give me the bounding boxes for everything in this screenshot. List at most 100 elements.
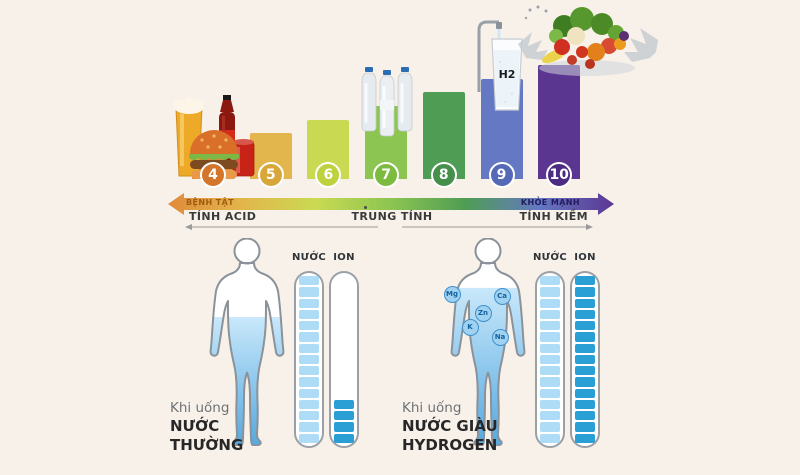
- gauge-segment: [540, 433, 560, 443]
- caption-intro: Khi uống: [170, 400, 230, 416]
- ph-value-badge-6: 6: [315, 162, 342, 188]
- healthy-label: KHỎE MẠNH: [520, 198, 580, 207]
- gauge-segment: [299, 343, 319, 353]
- vegetables-icon: [518, 5, 658, 76]
- gauge-segment: [334, 287, 354, 296]
- gauge-segment: [299, 332, 319, 342]
- gauge-segment: [540, 388, 560, 398]
- water-gauge: [535, 271, 565, 448]
- ion-bubble-zn: Zn: [474, 304, 492, 322]
- gauge-segment: [575, 422, 595, 432]
- body-silhouette-normal-water: [209, 238, 285, 446]
- gauge-segment: [540, 298, 560, 308]
- ph-axis-arrow: [168, 193, 614, 215]
- gauge-segment: [540, 343, 560, 353]
- neutral-zone-label: TRUNG TÍNH: [351, 210, 433, 223]
- gauge-segment: [575, 321, 595, 331]
- gauge-segment: [540, 276, 560, 286]
- gauge-segment: [575, 298, 595, 308]
- gauge-segment: [540, 309, 560, 320]
- faucet-icon: [477, 20, 502, 92]
- ion-bubble-ca: Ca: [493, 287, 511, 305]
- gauge-segment: [334, 377, 354, 386]
- ion-gauge-label: ION: [333, 252, 355, 263]
- gauge-segment: [575, 332, 595, 342]
- soda-can-icon: [232, 139, 255, 177]
- water-bottles-icon: [361, 67, 413, 137]
- gauge-segment: [575, 276, 595, 286]
- caption-name-line2: THƯỜNG: [170, 436, 244, 454]
- ion-gauge-label: ION: [574, 252, 596, 263]
- water-gauge: [294, 271, 324, 448]
- ph-value-badge-7: 7: [373, 162, 400, 188]
- water-gauge-label: NƯỚC: [292, 252, 326, 263]
- water-gauge-label: NƯỚC: [533, 252, 567, 263]
- gauge-segment: [299, 411, 319, 421]
- gauge-segment: [299, 377, 319, 387]
- gauge-segment: [299, 354, 319, 365]
- gauge-segment: [575, 287, 595, 297]
- gauge-segment: [540, 377, 560, 387]
- gauge-segment: [540, 366, 560, 376]
- gauge-segment: [540, 399, 560, 410]
- ph-value-badge-4: 4: [200, 162, 226, 188]
- gauge-segment: [299, 433, 319, 443]
- ph-bar-10: [538, 64, 581, 179]
- gauge-segment: [334, 276, 354, 285]
- ph-value-badge-8: 8: [430, 162, 457, 188]
- gauge-segment: [299, 388, 319, 398]
- alkaline-zone-label: TÍNH KIỀM: [519, 210, 588, 223]
- gauge-segment: [575, 399, 595, 410]
- gauge-segment: [575, 354, 595, 365]
- gauge-segment: [299, 366, 319, 376]
- gauge-segment: [575, 377, 595, 387]
- gauge-segment: [334, 344, 354, 353]
- gauge-segment: [334, 422, 354, 432]
- gauge-segment: [575, 411, 595, 421]
- gauge-segment: [334, 433, 354, 443]
- disease-label: BỆNH TẬT: [186, 198, 235, 207]
- caption-name-line1: NƯỚC GIÀU: [402, 417, 498, 435]
- body-silhouette-hydrogen-water: [450, 238, 526, 446]
- ion-bubble-mg: Mg: [443, 285, 461, 303]
- ion-gauge: [329, 271, 359, 448]
- caption-name-line1: NƯỚC: [170, 417, 220, 435]
- gauge-segment: [575, 388, 595, 398]
- gauge-segment: [540, 332, 560, 342]
- hydrogen-glass-icon: H2: [477, 20, 523, 111]
- gauge-segment: [334, 366, 354, 375]
- gauge-segment: [575, 366, 595, 376]
- gauge-segment: [299, 309, 319, 320]
- gauge-segment: [334, 355, 354, 364]
- normal-water-caption: Khi uống NƯỚC THƯỜNG: [170, 400, 243, 455]
- neutral-marker-dot: [364, 206, 367, 209]
- h2-label: H2: [499, 68, 516, 81]
- gauge-segment: [334, 399, 354, 410]
- hydrogen-water-caption: Khi uống NƯỚC GIÀU HYDROGEN: [402, 400, 498, 455]
- caption-name-line2: HYDROGEN: [402, 436, 498, 454]
- gauge-segment: [575, 433, 595, 443]
- ion-bubble-k: K: [461, 318, 479, 336]
- ph-value-badge-5: 5: [257, 162, 284, 188]
- gauge-segment: [334, 332, 354, 341]
- gauge-segment: [575, 309, 595, 320]
- ph-value-badge-9: 9: [488, 162, 515, 188]
- gauge-segment: [540, 422, 560, 432]
- ion-gauge: [570, 271, 600, 448]
- gauge-segment: [334, 310, 354, 319]
- gauge-segment: [334, 299, 354, 308]
- gauge-segment: [575, 343, 595, 353]
- gauge-segment: [540, 321, 560, 331]
- ph-value-badge-10: 10: [546, 162, 573, 188]
- gauge-segment: [299, 422, 319, 432]
- range-indicator-lines: [185, 224, 593, 230]
- water-splash-icon: [518, 32, 548, 60]
- gauge-segment: [299, 399, 319, 410]
- gauge-segment: [299, 321, 319, 331]
- caption-intro: Khi uống: [402, 400, 462, 416]
- gauge-segment: [334, 389, 354, 398]
- gauge-segment: [540, 411, 560, 421]
- acidic-food-icon: [174, 95, 255, 179]
